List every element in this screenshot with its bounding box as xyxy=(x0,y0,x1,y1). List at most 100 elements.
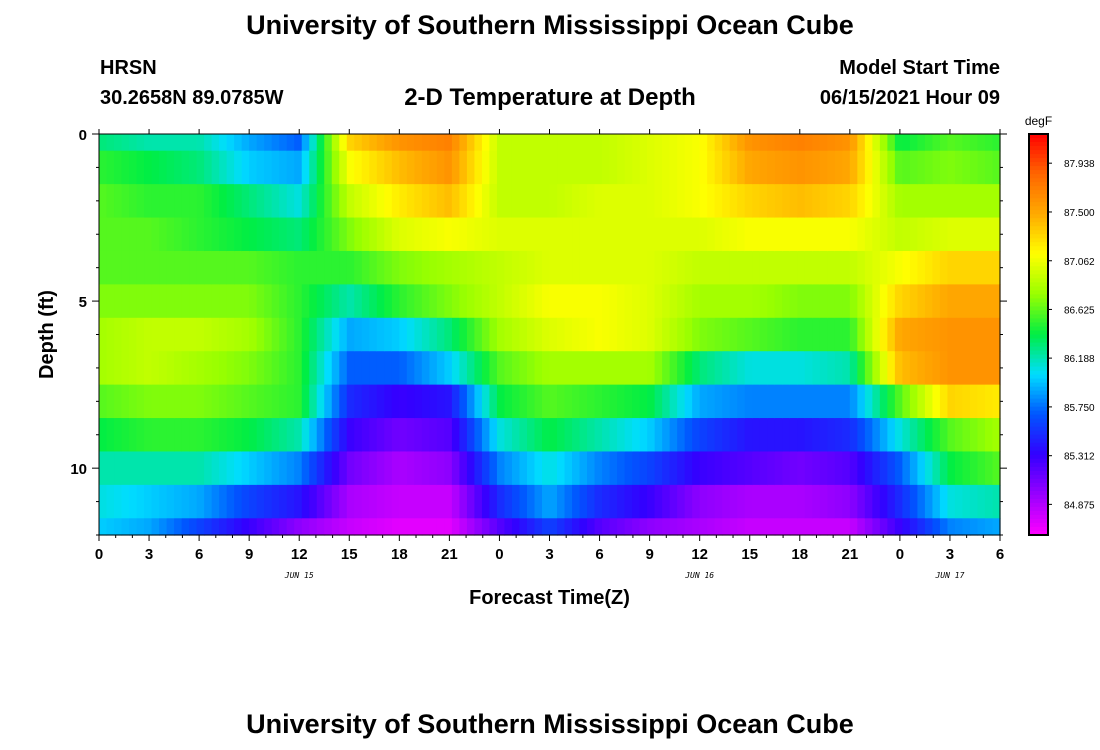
heatmap-cell xyxy=(241,150,250,185)
x-tick-label: 18 xyxy=(391,546,408,563)
heatmap-cell xyxy=(729,317,738,352)
heatmap-cell xyxy=(481,451,491,486)
heatmap-cell xyxy=(249,317,258,352)
heatmap-cell xyxy=(797,284,806,319)
heatmap-cell xyxy=(129,184,138,219)
heatmap-cell xyxy=(114,351,123,386)
heatmap-cell xyxy=(331,451,340,486)
heatmap-cell xyxy=(707,284,716,319)
colorbar-segment xyxy=(1029,530,1048,536)
heatmap-cell xyxy=(647,134,656,152)
heatmap-cell xyxy=(752,451,761,486)
heatmap-cell xyxy=(219,250,228,285)
heatmap-cell xyxy=(526,250,536,285)
heatmap-cell xyxy=(429,518,438,536)
heatmap-cell xyxy=(609,250,618,285)
heatmap-cell xyxy=(241,484,250,519)
heatmap-cell xyxy=(166,284,175,319)
colorbar-segment xyxy=(1029,446,1048,452)
station-coordinates: 30.2658N 89.0785W xyxy=(100,87,284,109)
heatmap-cell xyxy=(324,250,333,285)
heatmap-cell xyxy=(369,250,378,285)
heatmap-cell xyxy=(286,284,295,319)
heatmap-cell xyxy=(707,451,716,486)
heatmap-cell xyxy=(519,418,528,453)
heatmap-cell xyxy=(564,317,573,352)
heatmap-cell xyxy=(294,134,303,152)
heatmap-cell xyxy=(639,451,648,486)
heatmap-cell xyxy=(459,250,468,285)
heatmap-cell xyxy=(421,384,430,419)
heatmap-cell xyxy=(602,217,611,252)
colorbar-segment xyxy=(1029,318,1048,324)
colorbar-segment xyxy=(1029,442,1048,448)
colorbar-segment xyxy=(1029,154,1048,159)
y-tick-label: 10 xyxy=(70,461,87,478)
heatmap-cell xyxy=(444,351,453,386)
colorbar-segment xyxy=(1029,178,1048,183)
heatmap-cell xyxy=(564,418,573,453)
heatmap-cell xyxy=(759,317,768,352)
heatmap-cell xyxy=(654,484,663,519)
heatmap-cell xyxy=(496,451,506,486)
heatmap-cell xyxy=(714,418,723,453)
heatmap-cell xyxy=(962,284,971,319)
heatmap-cell xyxy=(196,134,205,152)
heatmap-cell xyxy=(962,518,971,536)
heatmap-cell xyxy=(151,217,160,252)
heatmap-cell xyxy=(594,484,603,519)
colorbar-segment xyxy=(1029,406,1048,412)
heatmap-cell xyxy=(632,184,641,219)
heatmap-cell xyxy=(279,451,288,486)
heatmap-cell xyxy=(842,484,851,519)
heatmap-cell xyxy=(444,150,453,185)
heatmap-cell xyxy=(789,217,798,252)
heatmap-cell xyxy=(384,418,393,453)
heatmap-cell xyxy=(654,150,663,185)
heatmap-cell xyxy=(339,484,348,519)
heatmap-cell xyxy=(714,284,723,319)
heatmap-cell xyxy=(782,351,791,386)
heatmap-cell xyxy=(226,134,235,152)
heatmap-cell xyxy=(677,150,686,185)
heatmap-cell xyxy=(211,518,220,536)
heatmap-cell xyxy=(121,418,130,453)
heatmap-cell xyxy=(767,518,776,536)
heatmap-cell xyxy=(144,134,153,152)
heatmap-cell xyxy=(489,284,498,319)
heatmap-cell xyxy=(669,351,678,386)
heatmap-cell xyxy=(504,451,513,486)
model-start-label: Model Start Time xyxy=(839,57,1000,79)
heatmap-cell xyxy=(159,518,168,536)
heatmap-cell xyxy=(384,451,393,486)
heatmap-cell xyxy=(549,150,558,185)
heatmap-cell xyxy=(887,384,896,419)
heatmap-cell xyxy=(136,317,145,352)
heatmap-cell xyxy=(504,518,513,536)
heatmap-cell xyxy=(759,484,768,519)
heatmap-cell xyxy=(662,250,671,285)
heatmap-cell xyxy=(707,384,716,419)
heatmap-cell xyxy=(459,317,468,352)
heatmap-cell xyxy=(496,284,506,319)
heatmap-cell xyxy=(767,217,776,252)
heatmap-cell xyxy=(834,418,843,453)
heatmap-cell xyxy=(812,284,821,319)
heatmap-cell xyxy=(256,418,265,453)
heatmap-cell xyxy=(759,418,768,453)
heatmap-cell xyxy=(369,317,378,352)
heatmap-cell xyxy=(842,351,851,386)
heatmap-cell xyxy=(286,351,295,386)
heatmap-cell xyxy=(827,250,836,285)
heatmap-cell xyxy=(271,351,280,386)
heatmap-cell xyxy=(737,351,746,386)
heatmap-cell xyxy=(271,250,280,285)
heatmap-cell xyxy=(602,418,611,453)
heatmap-cell xyxy=(294,451,303,486)
heatmap-cell xyxy=(639,134,648,152)
heatmap-cell xyxy=(106,150,115,185)
heatmap-cell xyxy=(744,418,753,453)
heatmap-cell xyxy=(767,184,776,219)
heatmap-cell xyxy=(594,418,603,453)
heatmap-cell xyxy=(902,418,911,453)
